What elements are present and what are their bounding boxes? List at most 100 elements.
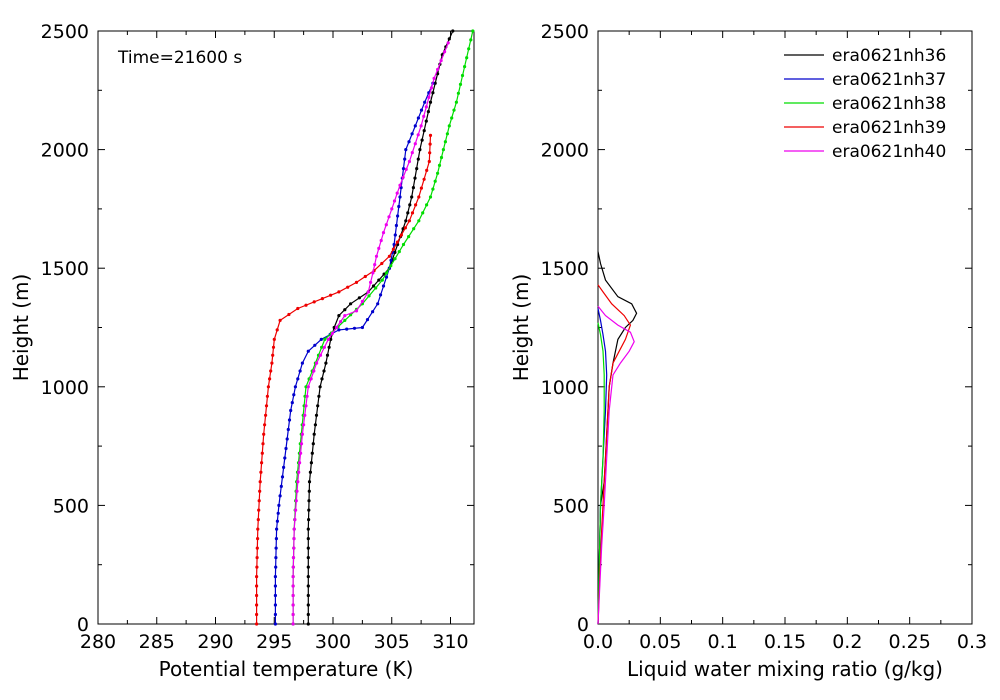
- data-point: [439, 59, 443, 63]
- legend-label: era0621nh38: [832, 94, 946, 114]
- data-point: [255, 546, 259, 550]
- data-point: [264, 404, 269, 408]
- x-tick-label: 300: [315, 631, 351, 653]
- data-point: [460, 73, 465, 78]
- data-point: [260, 461, 264, 465]
- data-point: [337, 290, 341, 294]
- y-tick-label: 1000: [41, 377, 89, 399]
- data-point: [310, 451, 314, 455]
- data-point: [407, 235, 411, 239]
- data-point: [291, 584, 295, 588]
- potential-temperature-panel: 280 285 290 295 300 305 310 0 500 1000 1500 2000 250…: [9, 21, 475, 681]
- data-point: [306, 603, 310, 607]
- data-point: [384, 275, 389, 279]
- data-point: [447, 124, 451, 128]
- data-point: [307, 518, 311, 522]
- data-point: [371, 310, 375, 314]
- data-point: [325, 353, 330, 357]
- y-tick-label: 0: [77, 614, 89, 636]
- data-point: [374, 254, 379, 258]
- y-axis-label: Height (m): [9, 274, 33, 382]
- data-point: [431, 187, 435, 191]
- data-point: [314, 413, 319, 417]
- data-point: [367, 294, 371, 298]
- series-line: [256, 135, 432, 624]
- data-point: [305, 394, 309, 398]
- data-point: [407, 219, 411, 223]
- data-point: [289, 408, 293, 413]
- data-point: [318, 353, 323, 357]
- data-point: [320, 297, 324, 301]
- data-point: [313, 423, 317, 427]
- data-point: [320, 345, 324, 349]
- data-point: [296, 306, 300, 311]
- data-point: [346, 285, 350, 289]
- data-point: [395, 240, 399, 244]
- data-point: [387, 215, 391, 219]
- data-point: [439, 155, 444, 160]
- data-point: [290, 401, 294, 405]
- data-point: [274, 537, 278, 541]
- data-point: [371, 271, 375, 275]
- data-point: [401, 242, 406, 247]
- data-point: [428, 100, 433, 104]
- data-point: [317, 394, 321, 398]
- x-tick-label: 0.2: [832, 631, 862, 653]
- data-point: [258, 480, 262, 484]
- data-point: [260, 451, 264, 455]
- data-point: [291, 593, 295, 598]
- data-point: [389, 258, 393, 262]
- data-point: [408, 203, 412, 207]
- data-point: [327, 345, 331, 349]
- data-point: [406, 211, 410, 215]
- data-point: [292, 527, 296, 531]
- data-point: [329, 293, 333, 297]
- data-point: [271, 345, 276, 349]
- data-point: [345, 327, 349, 331]
- data-point: [443, 140, 447, 144]
- data-point: [297, 470, 301, 474]
- data-point: [273, 584, 277, 588]
- data-point: [456, 91, 460, 95]
- data-point: [255, 565, 259, 569]
- series-era0621nh38: [291, 29, 475, 626]
- data-point: [258, 489, 262, 493]
- data-point: [307, 499, 311, 503]
- data-point: [471, 29, 475, 33]
- data-point: [259, 470, 263, 474]
- data-point: [389, 264, 393, 268]
- data-point: [407, 140, 411, 144]
- data-point: [387, 254, 391, 258]
- data-point: [334, 325, 339, 330]
- data-point: [452, 108, 456, 112]
- data-point: [398, 183, 402, 187]
- liquid-water-panel: 0.0 0.05 0.1 0.15 0.2 0.25 0.3 0 500 1000 1500 2000…: [509, 21, 987, 681]
- data-point: [332, 325, 336, 330]
- data-point: [391, 247, 395, 251]
- data-point: [447, 37, 451, 41]
- data-point: [381, 231, 386, 235]
- x-tick-label: 0.3: [957, 631, 987, 653]
- data-point: [337, 314, 341, 318]
- data-point: [318, 385, 322, 389]
- series-era0621nh40: [597, 305, 635, 625]
- data-point: [413, 176, 417, 180]
- data-point: [381, 284, 386, 288]
- data-point: [427, 159, 431, 164]
- data-point: [291, 575, 295, 579]
- x-tick-label: 285: [139, 631, 175, 653]
- data-point: [369, 280, 373, 284]
- data-point: [286, 427, 290, 432]
- data-point: [278, 318, 282, 322]
- data-point: [343, 308, 347, 312]
- data-point: [436, 67, 440, 72]
- data-point: [451, 29, 455, 33]
- time-annotation: Time=21600 s: [117, 48, 242, 68]
- data-point: [273, 593, 277, 598]
- data-point: [279, 484, 283, 488]
- data-point: [354, 280, 359, 284]
- data-point: [324, 361, 328, 365]
- data-point: [395, 191, 399, 195]
- data-point: [377, 278, 381, 282]
- data-point: [349, 302, 353, 306]
